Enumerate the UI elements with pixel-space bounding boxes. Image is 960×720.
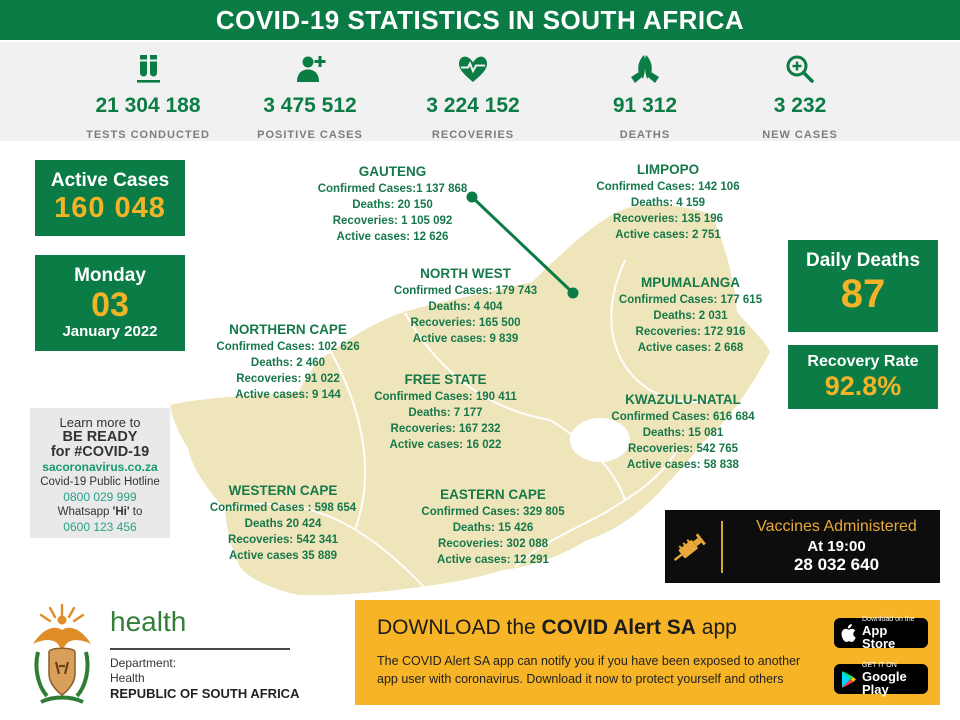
coat-of-arms-logo — [33, 603, 91, 704]
stat-value: 3 232 — [773, 94, 827, 117]
south-africa-map — [170, 205, 770, 595]
dept-line2: Health — [110, 671, 145, 685]
province-free-state: FREE STATE Confirmed Cases: 190 411 Deat… — [353, 372, 538, 453]
date-day-name: Monday — [74, 265, 146, 286]
active-cases-value: 160 048 — [54, 192, 166, 224]
badge-small-text: Download on the — [862, 616, 915, 623]
vaccines-time: At 19:00 — [807, 538, 866, 555]
province-name: NORTH WEST — [420, 266, 511, 281]
stat-value: 3 224 152 — [426, 94, 520, 117]
recovery-rate-label: Recovery Rate — [807, 353, 919, 370]
province-mpumalanga: MPUMALANGA Confirmed Cases: 177 615 Deat… — [598, 275, 783, 356]
stat-value: 91 312 — [612, 94, 678, 117]
learn-more-line2: BE READY — [62, 429, 138, 445]
province-gauteng: GAUTENG Confirmed Cases:1 137 868 Deaths… — [285, 164, 500, 245]
divider — [721, 520, 723, 573]
heart-pulse-icon — [388, 52, 558, 86]
province-name: FREE STATE — [404, 372, 487, 387]
app-store-badge[interactable]: Download on the App Store — [834, 616, 928, 651]
learn-more-line1: Learn more to — [59, 415, 141, 430]
stat-value: 3 475 512 — [263, 94, 357, 117]
whatsapp-label: Whatsapp 'Hi' to — [57, 506, 143, 518]
vaccines-box: Vaccines Administered At 19:00 28 032 64… — [665, 510, 940, 583]
whatsapp-number: 0600 123 456 — [63, 520, 137, 534]
province-name: KWAZULU-NATAL — [625, 392, 741, 407]
province-name: GAUTENG — [358, 164, 427, 179]
province-name: LIMPOPO — [636, 162, 700, 177]
stat-tests-conducted: 21 304 188 TESTS CONDUCTED — [63, 52, 233, 141]
page-title: COVID-19 STATISTICS IN SOUTH AFRICA — [0, 0, 960, 40]
province-western-cape: WESTERN CAPE Confirmed Cases : 598 654 D… — [188, 483, 378, 564]
active-cases-box: Active Cases 160 048 — [35, 160, 185, 236]
stat-label: POSITIVE CASES — [257, 129, 363, 141]
recovery-rate-value: 92.8% — [824, 371, 902, 401]
stat-value: 21 304 188 — [95, 94, 201, 117]
stat-positive-cases: 3 475 512 POSITIVE CASES — [225, 52, 395, 141]
province-name: WESTERN CAPE — [228, 483, 338, 498]
google-play-badge[interactable]: GET IT ON Google Play — [834, 662, 928, 697]
daily-deaths-value: 87 — [840, 272, 886, 316]
stat-label: RECOVERIES — [431, 129, 515, 141]
covid-alert-banner: DOWNLOAD the COVID Alert SA app The COVI… — [355, 600, 940, 705]
date-box: Monday 03 January 2022 — [35, 255, 185, 351]
test-tubes-icon — [63, 52, 233, 86]
website-link[interactable]: sacoronavirus.co.za — [42, 460, 158, 474]
province-kwazulu-natal: KWAZULU-NATAL Confirmed Cases: 616 684 D… — [588, 392, 778, 473]
active-cases-label: Active Cases — [50, 170, 170, 191]
province-northern-cape: NORTHERN CAPE Confirmed Cases: 102 626 D… — [193, 322, 383, 403]
magnifier-plus-icon — [715, 52, 885, 86]
stat-label: NEW CASES — [762, 129, 838, 141]
province-name: EASTERN CAPE — [440, 487, 546, 502]
person-plus-icon — [225, 52, 395, 86]
stat-label: TESTS CONDUCTED — [86, 129, 210, 141]
dept-line3: REPUBLIC OF SOUTH AFRICA — [110, 686, 300, 701]
vaccines-value: 28 032 640 — [793, 555, 880, 574]
recovery-rate-box: Recovery Rate 92.8% — [788, 345, 938, 409]
province-name: NORTHERN CAPE — [229, 322, 347, 337]
province-eastern-cape: EASTERN CAPE Confirmed Cases: 329 805 De… — [398, 487, 588, 568]
divider — [110, 648, 290, 650]
date-month-year: January 2022 — [62, 323, 158, 340]
apple-icon — [841, 624, 856, 642]
dept-line1: Department: — [110, 656, 177, 670]
vaccines-title: Vaccines Administered — [756, 518, 917, 535]
date-day: 03 — [91, 286, 129, 324]
daily-deaths-box: Daily Deaths 87 — [788, 240, 938, 332]
praying-hands-icon — [560, 52, 730, 86]
syringe-icon — [665, 525, 717, 569]
health-brand: health — [110, 606, 187, 637]
daily-deaths-label: Daily Deaths — [805, 250, 921, 271]
stat-deaths: 91 312 DEATHS — [560, 52, 730, 141]
stat-label: DEATHS — [619, 129, 671, 141]
learn-more-box: Learn more to BE READY for #COVID-19 sac… — [30, 408, 170, 538]
province-limpopo: LIMPOPO Confirmed Cases: 142 106 Deaths:… — [578, 162, 758, 243]
stat-recoveries: 3 224 152 RECOVERIES — [388, 52, 558, 141]
stat-new-cases: 3 232 NEW CASES — [715, 52, 885, 141]
badge-big-text: App Store — [862, 623, 896, 651]
badge-big-text: Google Play — [862, 669, 907, 697]
download-description: The COVID Alert SA app can notify you if… — [377, 654, 801, 687]
badge-small-text: GET IT ON — [862, 662, 897, 669]
download-title: DOWNLOAD the COVID Alert SA app — [377, 616, 737, 639]
google-play-icon — [841, 671, 856, 688]
learn-more-line3: for #COVID-19 — [50, 444, 150, 460]
hotline-label: Covid-19 Public Hotline — [40, 476, 160, 488]
province-north-west: NORTH WEST Confirmed Cases: 179 743 Deat… — [373, 266, 558, 347]
lesotho-cutout — [570, 418, 630, 462]
province-name: MPUMALANGA — [641, 275, 740, 290]
hotline-number: 0800 029 999 — [63, 490, 137, 504]
summary-stats-strip: 21 304 188 TESTS CONDUCTED 3 475 512 POS… — [0, 42, 960, 141]
